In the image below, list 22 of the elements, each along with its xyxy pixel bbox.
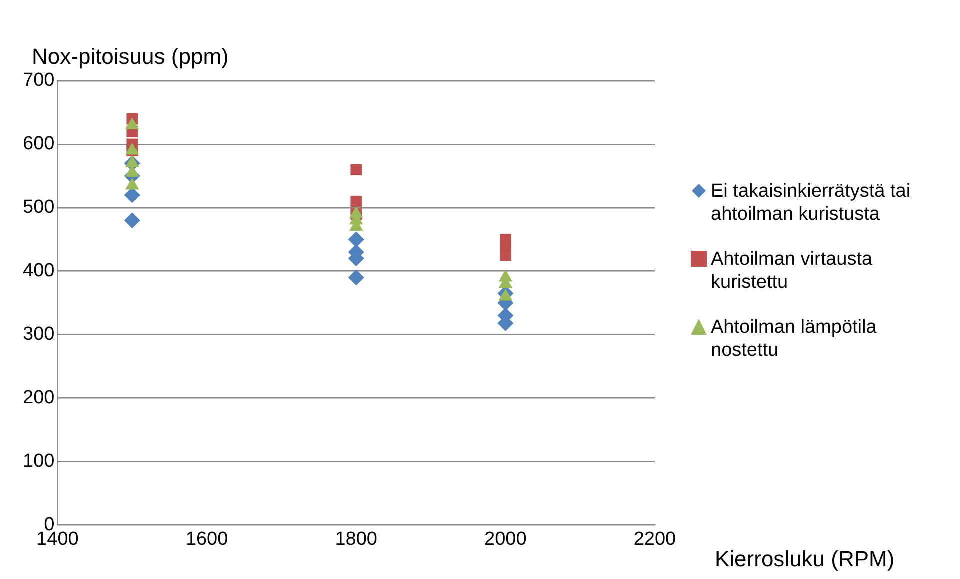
y-tick-label: 600 — [23, 134, 55, 155]
legend-label: Ahtoilman virtausta kuristettu — [711, 248, 874, 294]
y-tick-label: 400 — [23, 260, 55, 282]
x-tick-label: 2000 — [484, 528, 527, 550]
y-tick-label: 100 — [23, 450, 55, 472]
point — [350, 196, 362, 208]
x-tick-label: 1800 — [335, 528, 378, 550]
x-tick-label: 1600 — [186, 528, 228, 550]
y-tick-label: 300 — [23, 324, 55, 346]
point — [500, 250, 512, 262]
point — [348, 270, 364, 286]
point — [348, 232, 364, 248]
point — [124, 212, 140, 229]
y-tick-label: 200 — [23, 388, 55, 409]
x-axis-title: Kierrosluku (RPM) — [715, 546, 895, 572]
y-tick-label: 700 — [23, 70, 55, 92]
y-axis-title: Nox-pitoisuus (ppm) — [32, 44, 229, 70]
legend-label: Ahtoilman lämpötila nostettu — [711, 316, 878, 362]
legend-label: Ei takaisinkierrätystä tai ahtoilman kuristusta — [711, 180, 912, 226]
point — [350, 164, 362, 176]
y-tick-label: 500 — [23, 197, 55, 218]
x-tick-label: 2200 — [634, 528, 676, 550]
